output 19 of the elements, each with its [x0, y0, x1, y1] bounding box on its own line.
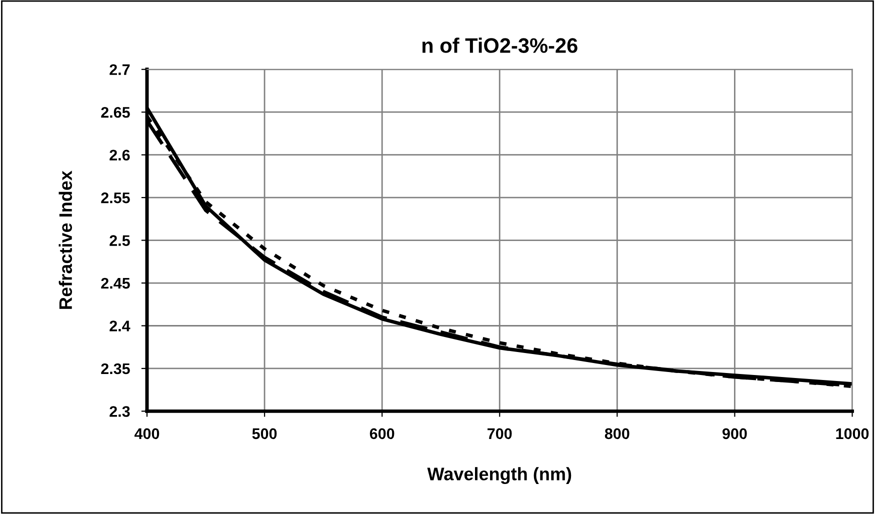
x-tick-label: 1000	[836, 428, 869, 440]
y-tick-label: 2.65	[101, 106, 130, 118]
y-tick-label: 2.7	[110, 64, 130, 75]
x-tick-label: 800	[604, 428, 630, 440]
x-tick-label: 900	[722, 428, 747, 440]
y-tick-label: 2.5	[110, 235, 130, 246]
chart-title: n of TiO2-3%-26	[422, 38, 578, 53]
y-tick-label: 2.4	[110, 320, 130, 332]
y-tick-label: 2.55	[101, 192, 130, 204]
y-tick-label: 2.3	[110, 406, 130, 417]
x-tick-label: 600	[370, 428, 394, 440]
x-axis-title: Wavelength (nm)	[427, 467, 572, 484]
y-tick-label: 2.6	[110, 150, 130, 161]
x-tick-label: 500	[252, 428, 277, 440]
y-tick-label: 2.35	[101, 363, 130, 374]
y-tick-label: 2.45	[101, 278, 130, 289]
y-axis-title: Refractive Index	[58, 170, 72, 309]
x-tick-label: 700	[488, 428, 512, 440]
x-tick-label: 400	[134, 428, 160, 440]
